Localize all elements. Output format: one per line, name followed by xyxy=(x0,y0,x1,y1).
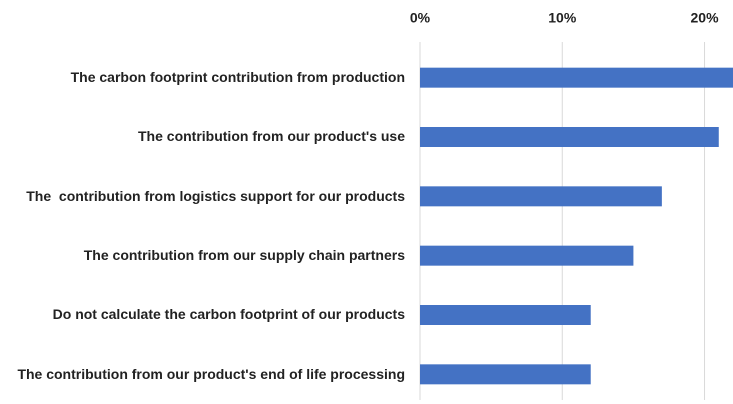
x-tick-label: 0% xyxy=(410,10,431,26)
category-label: The contribution from our product's use xyxy=(0,107,405,166)
category-label: The carbon footprint contribution from p… xyxy=(0,48,405,107)
category-label: The contribution from our product's end … xyxy=(0,345,405,404)
category-text: The contribution from our supply chain p… xyxy=(83,247,405,264)
bar xyxy=(420,245,634,266)
category-text: Do not calculate the carbon footprint of… xyxy=(52,306,405,323)
category-label: The contribution from logistics support … xyxy=(0,167,405,226)
category-label: The contribution from our supply chain p… xyxy=(0,226,405,285)
x-tick-label: 10% xyxy=(548,10,577,26)
category-label: Do not calculate the carbon footprint of… xyxy=(0,285,405,344)
bar xyxy=(420,186,662,207)
bar xyxy=(420,127,719,147)
bar xyxy=(420,364,591,385)
category-text: The contribution from our product's use xyxy=(138,128,405,145)
x-tick-label: 20% xyxy=(691,10,720,26)
category-text: The contribution from our product's end … xyxy=(17,365,405,382)
bar xyxy=(420,67,733,88)
category-text: The carbon footprint contribution from p… xyxy=(70,69,405,86)
bar xyxy=(420,305,591,325)
category-text: The contribution from logistics support … xyxy=(26,187,405,204)
